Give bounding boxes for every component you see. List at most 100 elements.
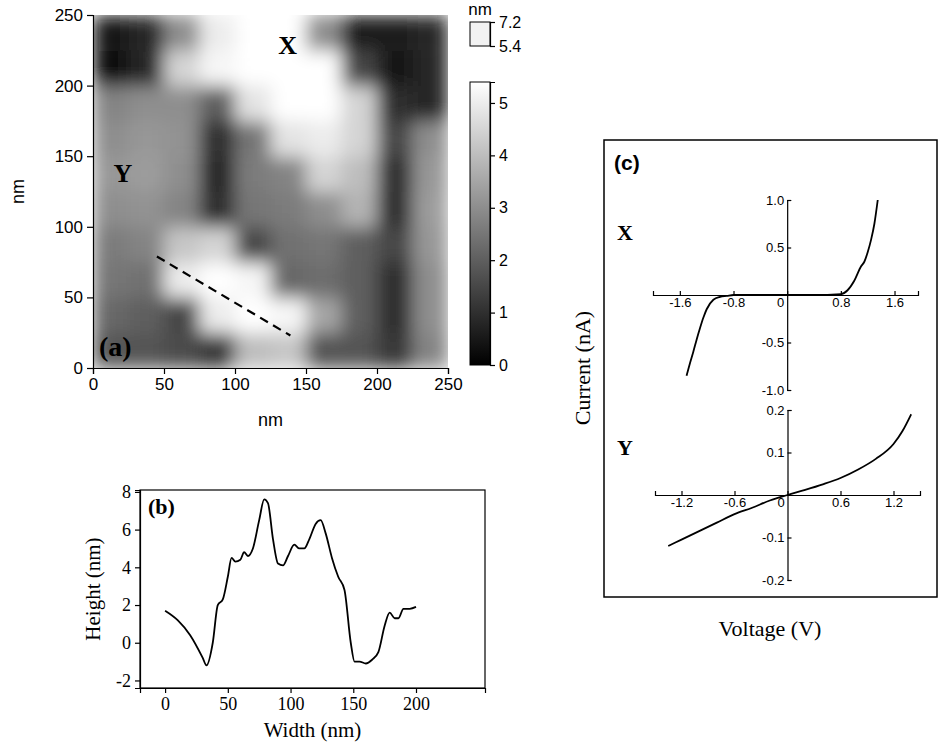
cell [164, 262, 200, 298]
plot-frame [140, 490, 485, 688]
tick-mark [490, 22, 495, 23]
tick-mark [87, 15, 93, 16]
tick: 50 [219, 688, 237, 714]
x-axis-title: Voltage (V) [719, 616, 822, 641]
tick-mark [377, 368, 378, 374]
profile-line [157, 256, 290, 335]
axis-line [94, 369, 449, 375]
tick-mark [787, 247, 791, 248]
cell [200, 262, 236, 298]
tick-mark [490, 103, 495, 104]
tick: -0.8 [723, 291, 745, 310]
data-line [668, 414, 911, 546]
cell [306, 156, 342, 192]
tick-label: 6 [122, 520, 131, 540]
cell [271, 121, 307, 157]
tick-label: 7.2 [499, 14, 521, 31]
y-axis: -202468 [116, 482, 141, 691]
tick: 3 [490, 199, 508, 216]
tick: -1.2 [671, 491, 693, 510]
cell [377, 50, 413, 86]
cell [377, 121, 413, 157]
tick-label: 150 [292, 375, 320, 394]
tick-label: -0.8 [723, 295, 745, 310]
tick-label: 1.0 [766, 193, 784, 208]
tick: 0.1 [766, 445, 791, 460]
tick-label: 0.8 [832, 295, 850, 310]
cell [93, 297, 129, 333]
tick-label: 4 [122, 558, 131, 578]
tick-mark [788, 580, 792, 581]
x-axis-title: nm [258, 410, 283, 430]
tick: -0.2 [762, 573, 791, 588]
panel-line: 050100150200-202468(b)Width (nm)Height (… [81, 482, 486, 742]
tick-label: 100 [55, 218, 83, 237]
tick-mark [228, 688, 229, 693]
cell [306, 227, 342, 263]
tick-label: -0.2 [762, 573, 784, 588]
tick-mark [87, 156, 93, 157]
cell [342, 15, 378, 51]
colorbar-axis: 012345 [490, 83, 508, 374]
cell [271, 262, 307, 298]
tick-mark [164, 368, 165, 374]
tick-label: 250 [434, 375, 462, 394]
tick-mark [490, 365, 495, 366]
cell [413, 156, 449, 192]
x-axis: 050100150200 [141, 688, 486, 714]
annotation: Y [113, 159, 132, 188]
subplot-title: X [617, 220, 633, 245]
tick: 150 [340, 688, 367, 714]
tick: 6 [122, 520, 140, 540]
cell [342, 227, 378, 263]
tick-label: 200 [55, 77, 83, 96]
data-line [687, 200, 878, 376]
tick: 0 [89, 368, 98, 394]
tick: 50 [64, 288, 93, 307]
cell [200, 50, 236, 86]
tick-label: 1 [499, 304, 508, 321]
tick: -1.6 [669, 291, 691, 310]
cell [306, 192, 342, 228]
cell [271, 156, 307, 192]
tick-mark [490, 260, 495, 261]
tick-mark [787, 342, 791, 343]
tick-label: 0.5 [766, 240, 784, 255]
panel-label: (a) [99, 331, 132, 362]
cell [200, 121, 236, 157]
tick-label: 5 [499, 95, 508, 112]
cell [235, 86, 271, 122]
tick-mark [87, 227, 93, 228]
cell [413, 86, 449, 122]
tick-label: 4 [499, 147, 508, 164]
cell [93, 121, 129, 157]
cell [129, 297, 165, 333]
colorbar: 0123455.47.2nm [468, 0, 521, 374]
tick-label: 0 [74, 359, 83, 378]
cell [413, 262, 449, 298]
tick-label: 2 [122, 595, 131, 615]
cell [93, 192, 129, 228]
plot-area [687, 200, 878, 376]
panel-a: 050100150200250050100150200250nmnmXY(a)0… [8, 0, 521, 430]
cell [271, 333, 307, 368]
tick: 150 [292, 368, 320, 394]
cell [377, 86, 413, 122]
tick-mark [353, 688, 354, 693]
cell [271, 227, 307, 263]
panel-label: (c) [614, 151, 640, 174]
cell [164, 121, 200, 157]
tick-mark [788, 452, 792, 453]
tick-label: -2 [116, 671, 131, 691]
tick: 100 [278, 688, 305, 714]
axis-line [491, 23, 496, 47]
tick-label: 0 [499, 357, 508, 374]
cell [342, 86, 378, 122]
tick-label: 0.1 [766, 445, 784, 460]
x-axis: -1.6-0.800.81.6 [654, 291, 919, 310]
tick: 1.2 [885, 491, 903, 510]
tick-label: 200 [403, 694, 430, 714]
tick: 250 [55, 6, 93, 25]
tick-mark [448, 368, 449, 374]
tick-label: 0.2 [766, 403, 784, 418]
